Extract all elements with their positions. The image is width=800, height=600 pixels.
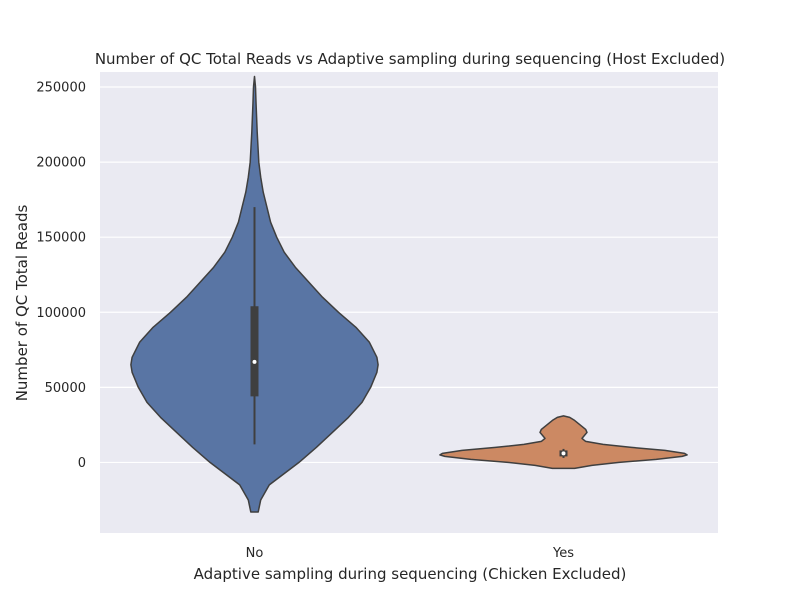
y-tick-label: 0 (78, 456, 86, 471)
violin-median-marker (252, 359, 257, 364)
y-tick-label: 250000 (36, 81, 86, 96)
x-tick-label: Yes (552, 546, 574, 561)
y-tick-label: 50000 (45, 381, 86, 396)
y-tick-label: 200000 (36, 156, 86, 171)
violin-median-marker (561, 451, 566, 456)
violin-no (130, 75, 379, 513)
violin-body (439, 415, 688, 470)
y-tick-label: 150000 (36, 231, 86, 246)
y-tick-label: 100000 (36, 306, 86, 321)
chart-title: Number of QC Total Reads vs Adaptive sam… (95, 50, 725, 68)
x-axis-ticks: No Yes (246, 546, 575, 561)
violin-yes (439, 415, 688, 470)
y-axis-ticks: 0 50000 100000 150000 200000 250000 (36, 81, 86, 471)
y-axis-label: Number of QC Total Reads (13, 205, 31, 402)
violins (130, 75, 688, 513)
x-axis-label: Adaptive sampling during sequencing (Chi… (194, 565, 627, 583)
x-tick-label: No (246, 546, 264, 561)
